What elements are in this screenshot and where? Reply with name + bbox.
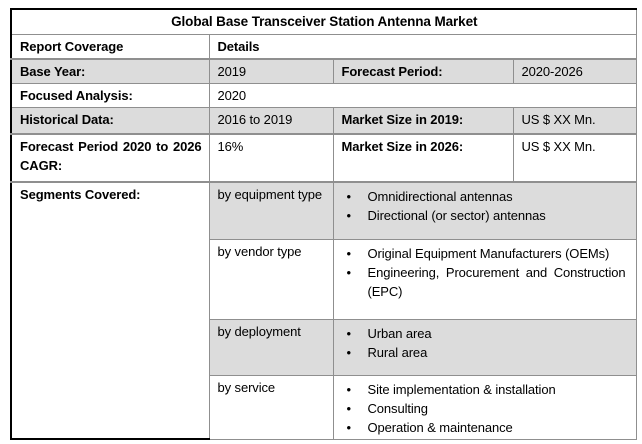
segment-row-service: by service Site implementation & install… (11, 374, 637, 440)
segment-row-equipment-type: Segments Covered: by equipment type Omni… (10, 181, 637, 440)
segment-category-vendor-type: by vendor type (208, 238, 334, 320)
segment-row-vendor-type: by vendor type Original Equipment Manufa… (11, 238, 637, 320)
segment-items-vendor-type: Original Equipment Manufacturers (OEMs) … (332, 238, 637, 320)
report-title: Global Base Transceiver Station Antenna … (10, 8, 637, 35)
bullet-list: Omnidirectional antennas Directional (or… (334, 187, 626, 225)
bullet-list: Original Equipment Manufacturers (OEMs) … (334, 244, 626, 301)
segment-items-equipment-type: Omnidirectional antennas Directional (or… (332, 181, 637, 240)
bullet-item: Operation & maintenance (334, 418, 626, 437)
header-report-coverage: Report Coverage (10, 33, 210, 60)
base-year-value: 2019 (208, 58, 334, 84)
forecast-cagr-value: 16% (208, 133, 334, 183)
historical-data-value: 2016 to 2019 (208, 106, 334, 135)
market-size-2026-value: US $ XX Mn. (512, 133, 637, 183)
market-size-2019-value: US $ XX Mn. (512, 106, 637, 135)
bullet-list: Urban area Rural area (334, 324, 626, 362)
bullet-list: Site implementation & installation Consu… (334, 380, 626, 437)
forecast-period-value: 2020-2026 (512, 58, 637, 84)
focused-analysis-row: Focused Analysis: 2020 (10, 82, 637, 108)
segment-category-deployment: by deployment (208, 318, 334, 376)
segments-covered-label: Segments Covered: (10, 181, 210, 440)
segment-row-deployment: by deployment Urban area Rural area (11, 318, 637, 376)
report-coverage-table: Global Base Transceiver Station Antenna … (10, 8, 637, 440)
market-size-2026-label: Market Size in 2026: (332, 133, 514, 183)
segment-items-service: Site implementation & installation Consu… (332, 374, 637, 440)
bullet-item: Consulting (334, 399, 626, 418)
header-row: Report Coverage Details (10, 33, 637, 60)
bullet-item: Engineering, Procurement and Constructio… (334, 263, 626, 301)
bullet-item: Directional (or sector) antennas (334, 206, 626, 225)
bullet-item: Original Equipment Manufacturers (OEMs) (334, 244, 626, 263)
title-row: Global Base Transceiver Station Antenna … (10, 8, 637, 35)
bullet-item: Urban area (334, 324, 626, 343)
market-size-2019-label: Market Size in 2019: (332, 106, 514, 135)
header-details: Details (208, 33, 637, 60)
focused-analysis-value: 2020 (208, 82, 637, 108)
bullet-item: Site implementation & installation (334, 380, 626, 399)
forecast-cagr-label: Forecast Period 2020 to 2026 CAGR: (10, 133, 210, 183)
bullet-item: Rural area (334, 343, 626, 362)
forecast-period-label: Forecast Period: (332, 58, 514, 84)
focused-analysis-label: Focused Analysis: (10, 82, 210, 108)
historical-data-row: Historical Data: 2016 to 2019 Market Siz… (10, 106, 637, 135)
report-coverage-table-wrap: Global Base Transceiver Station Antenna … (10, 8, 637, 440)
base-year-label: Base Year: (10, 58, 210, 84)
segment-category-service: by service (208, 374, 334, 440)
segment-items-deployment: Urban area Rural area (332, 318, 637, 376)
base-year-row: Base Year: 2019 Forecast Period: 2020-20… (10, 58, 637, 84)
forecast-cagr-row: Forecast Period 2020 to 2026 CAGR: 16% M… (10, 133, 637, 183)
bullet-item: Omnidirectional antennas (334, 187, 626, 206)
segment-category-equipment-type: by equipment type (208, 181, 334, 240)
historical-data-label: Historical Data: (10, 106, 210, 135)
